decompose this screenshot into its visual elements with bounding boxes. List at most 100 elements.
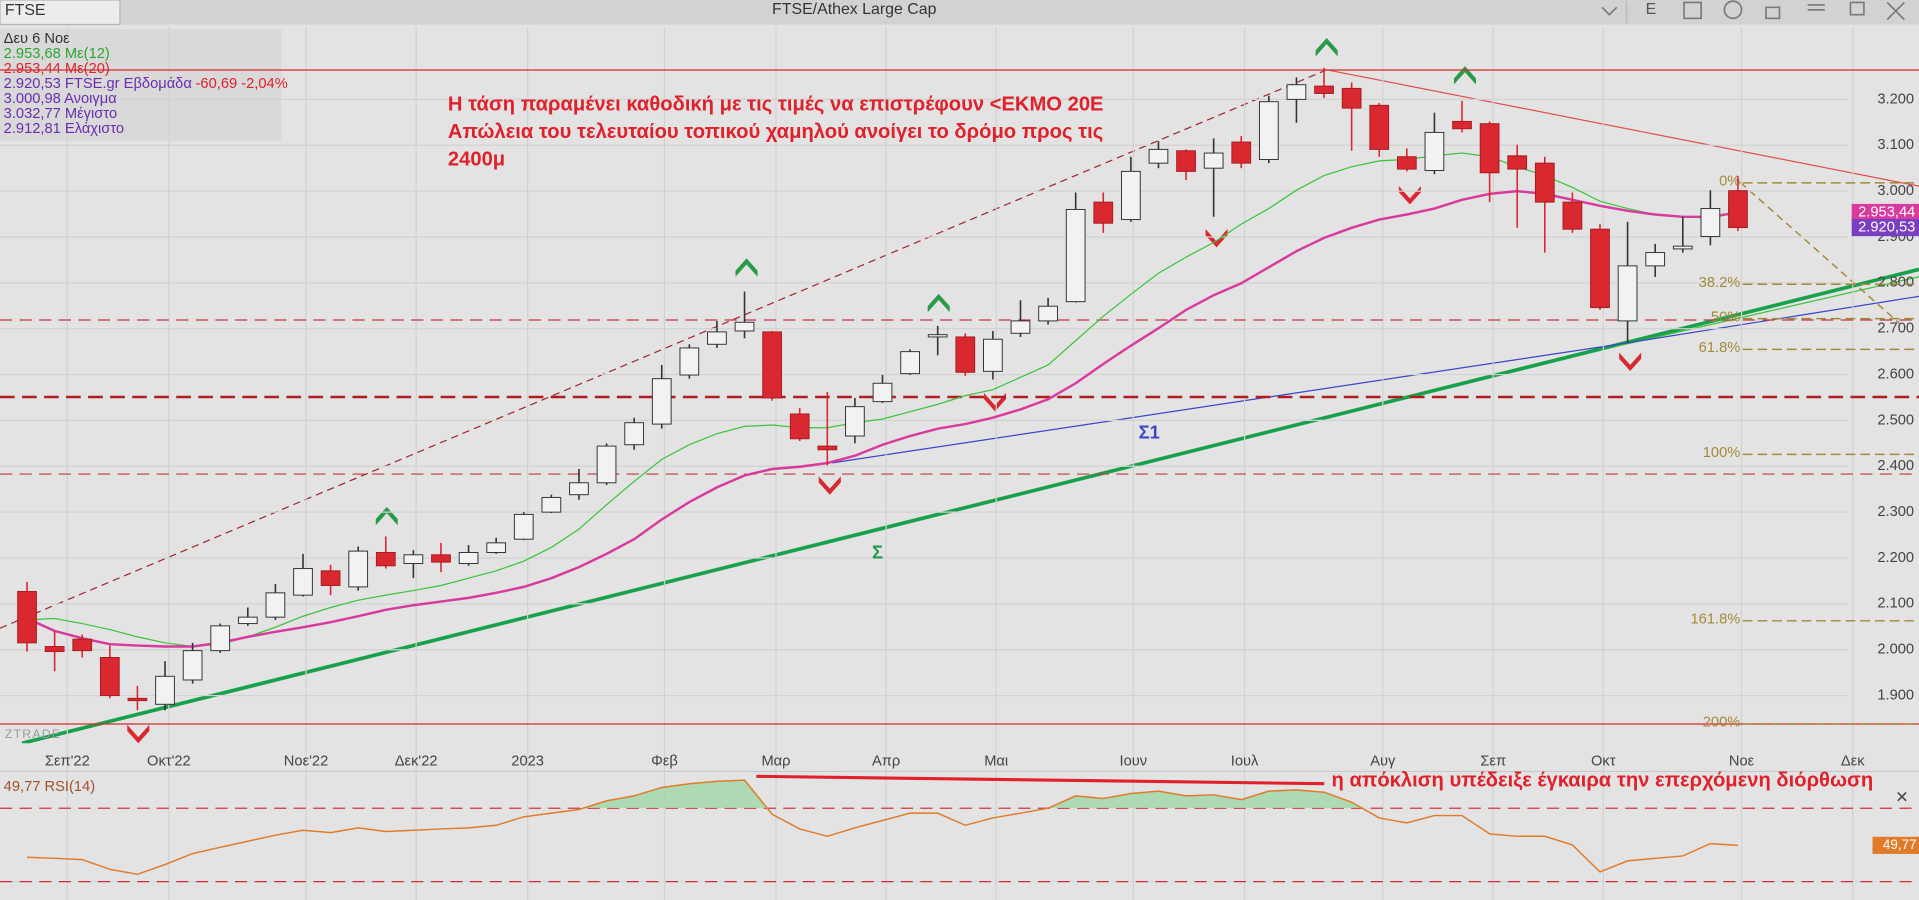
candle-body: [1369, 104, 1390, 150]
x-tick-label: Σεπ: [1480, 754, 1506, 770]
candle-body: [734, 321, 755, 332]
x-tick-label: Φεβ: [651, 754, 678, 770]
candle-body: [1010, 320, 1031, 334]
y-tick-label: 2.700: [1877, 321, 1914, 337]
legend-text: 2.912,81 Ελάχιστο: [4, 121, 124, 137]
candle-body: [1396, 156, 1417, 170]
legend-text: 2.953,44 Με(20): [4, 61, 110, 77]
drawing-label: Σ: [872, 541, 883, 562]
candle-body: [1341, 87, 1362, 109]
divergence-line: [756, 774, 1325, 786]
x-tick-label: Σεπ'22: [45, 754, 90, 770]
candle-body: [182, 650, 203, 681]
candle-body: [1452, 120, 1472, 130]
candle-body: [1728, 190, 1748, 229]
signal-markers: [127, 37, 1642, 744]
candle-body: [1672, 245, 1693, 250]
down-trend-line: [1326, 69, 1919, 187]
candle-body: [1534, 162, 1555, 203]
candle-body: [513, 513, 534, 540]
annotation: Απώλεια του τελευταίου τοπικού χαμηλού α…: [448, 121, 1103, 143]
y-tick-label: 2.600: [1877, 366, 1914, 382]
candle-body: [1203, 152, 1224, 169]
x-tick-label: Μαρ: [761, 754, 790, 770]
support-line-thin: [1615, 276, 1919, 348]
candle-body: [1424, 131, 1445, 171]
x-tick-label: Απρ: [872, 754, 900, 770]
candle-body: [237, 616, 258, 625]
dropdown-button[interactable]: [1601, 6, 1618, 16]
candle-body: [127, 697, 148, 702]
candle-body: [1286, 84, 1307, 100]
y-tick-label: 2.200: [1877, 550, 1914, 566]
price-badge-label: 2.920,53: [1858, 219, 1915, 235]
save-button[interactable]: [1683, 1, 1702, 20]
sell-marker: [127, 724, 150, 744]
legend-text: Δευ 6 Νοε: [4, 31, 70, 47]
candle-body: [927, 334, 948, 338]
sell-marker: [818, 476, 841, 495]
candle-body: [1120, 170, 1141, 221]
buy-marker: [927, 293, 950, 313]
price-badge-label: 2.953,44: [1858, 204, 1915, 220]
comment-button[interactable]: [1723, 0, 1743, 20]
rsi-line: [27, 779, 1739, 876]
legend-box: [0, 29, 282, 141]
legend-entry: 3.032,77 Μέγιστο: [4, 106, 117, 122]
candle-body: [1507, 155, 1528, 170]
candle-body: [1590, 228, 1610, 309]
annotation: Η τάση παραμένει καθοδική με τις τιμές ν…: [448, 94, 1104, 116]
candle-body: [1562, 201, 1583, 230]
chart-title: FTSE/Athex Large Cap: [772, 1, 937, 18]
candle-body: [541, 496, 562, 513]
x-tick-label: Ιουλ: [1231, 754, 1259, 770]
y-tick-label: 1.900: [1877, 687, 1914, 703]
x-tick-label: Δεκ: [1841, 754, 1865, 770]
rsi-badge: [1872, 836, 1919, 854]
candle-body: [1176, 150, 1196, 172]
rsi-close-button[interactable]: ✕: [1895, 790, 1908, 807]
lock-button[interactable]: [1765, 6, 1781, 20]
moving-average: [26, 189, 1739, 648]
candle-body: [569, 482, 589, 496]
candle-body: [1148, 148, 1169, 164]
menu-letter[interactable]: E: [1646, 1, 1657, 18]
symbol-input[interactable]: [0, 0, 121, 26]
restore-button[interactable]: [1849, 1, 1865, 16]
candle-body: [1231, 141, 1252, 164]
sell-marker: [983, 393, 1007, 412]
legend-entry: 3.000,98 Ανοιγμα: [4, 91, 118, 107]
fib-label: 61.8%: [1699, 340, 1741, 356]
candle-body: [1093, 201, 1114, 224]
watermark: ZTRADE: [5, 727, 61, 741]
y-tick-label: 2.400: [1877, 458, 1914, 474]
candle-body: [348, 550, 369, 588]
fib-label: 50%: [1711, 309, 1740, 325]
candle-body: [293, 568, 313, 596]
y-tick-label: 3.100: [1877, 137, 1914, 153]
x-tick-label: Οκτ'22: [147, 754, 191, 770]
sell-marker: [1619, 352, 1642, 372]
candle-body: [375, 551, 396, 567]
y-tick-label: 2.500: [1877, 412, 1914, 428]
legend-text: 2.953,68 Με(12): [4, 46, 110, 62]
fib-label: 200%: [1703, 715, 1741, 731]
legend-entry: 2.912,81 Ελάχιστο: [4, 121, 124, 137]
candle-body: [900, 351, 920, 375]
candle-body: [320, 570, 341, 586]
toolbar: [1601, 0, 1905, 24]
legend-text: 3.032,77 Μέγιστο: [4, 106, 117, 122]
moving-average: [27, 152, 1739, 648]
fib-label: 0%: [1719, 174, 1740, 190]
header-bar: [0, 0, 1919, 25]
x-tick-label: Οκτ: [1591, 754, 1616, 770]
buy-marker: [375, 506, 398, 526]
rsi-label: 49,77 RSI(14): [4, 779, 95, 795]
candle-body: [1038, 305, 1058, 322]
y-tick-label: 2.100: [1877, 596, 1914, 612]
symbol[interactable]: FTSE: [5, 2, 46, 19]
candle-body: [72, 638, 93, 652]
price-badge: [1851, 218, 1919, 237]
candle-body: [44, 646, 65, 653]
